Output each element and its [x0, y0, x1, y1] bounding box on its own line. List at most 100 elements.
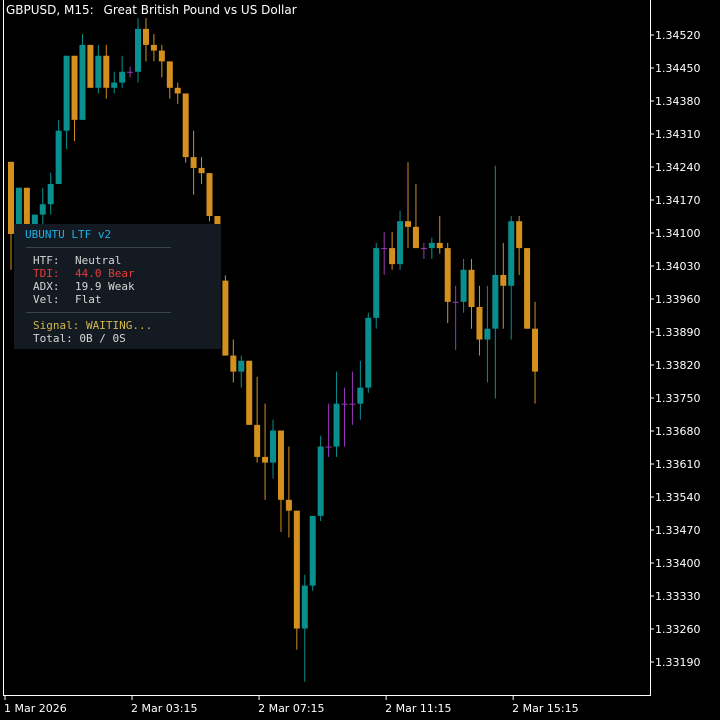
- candle-body: [230, 355, 237, 372]
- candle-body: [71, 55, 78, 120]
- y-tick-label: 1.34310: [655, 128, 701, 141]
- candle-body: [309, 515, 316, 586]
- candle: [397, 210, 404, 270]
- y-tick-label: 1.33610: [655, 458, 701, 471]
- y-tick-label: 1.33330: [655, 590, 701, 603]
- candle: [381, 232, 388, 275]
- candle: [349, 371, 356, 425]
- y-tick-label: 1.33820: [655, 359, 701, 372]
- candle: [63, 55, 70, 150]
- candle: [238, 355, 245, 388]
- candle-body: [95, 55, 102, 88]
- candle-body: [301, 585, 308, 629]
- candle: [8, 161, 14, 270]
- candle: [436, 216, 443, 254]
- candle-body: [238, 360, 245, 372]
- candle-body: [190, 157, 197, 168]
- candle: [325, 403, 332, 457]
- y-tick-label: 1.34240: [655, 161, 701, 174]
- candle-body: [142, 28, 149, 45]
- candle-body: [270, 430, 277, 463]
- candle-body: [150, 44, 157, 51]
- candle: [95, 44, 102, 94]
- candle-body: [222, 280, 229, 356]
- candle: [174, 82, 181, 104]
- candle: [254, 376, 261, 463]
- candle-body: [444, 248, 451, 302]
- candle-body: [55, 130, 62, 184]
- candle: [198, 157, 205, 184]
- candle-body: [127, 71, 134, 73]
- x-tick-label: 2 Mar 07:15: [258, 702, 324, 715]
- candle: [79, 34, 86, 120]
- candle: [357, 360, 364, 420]
- htf-value: Neutral: [75, 254, 122, 267]
- candle-body: [341, 403, 348, 405]
- candle: [309, 515, 316, 591]
- candle: [166, 61, 173, 99]
- candle: [230, 339, 237, 383]
- y-tick-label: 1.33470: [655, 524, 701, 537]
- trade-total: Total: 0B / 0S: [33, 332, 126, 345]
- candle: [206, 173, 213, 222]
- candle: [317, 435, 324, 522]
- candle: [476, 285, 483, 356]
- panel-title: UBUNTU LTF v2: [25, 228, 112, 241]
- y-tick-label: 1.33400: [655, 557, 701, 570]
- candle-body: [254, 424, 261, 457]
- candle: [262, 403, 269, 500]
- candle: [365, 312, 372, 393]
- candle-body: [198, 167, 205, 174]
- candle-body: [349, 403, 356, 405]
- symbol-label: GBPUSD, M15:: [6, 3, 94, 17]
- candle-body: [8, 161, 14, 234]
- candle-body: [476, 307, 483, 340]
- candle-body: [15, 187, 22, 234]
- y-tick-label: 1.34520: [655, 29, 701, 42]
- y-tick-label: 1.34450: [655, 62, 701, 75]
- indicator-panel: UBUNTU LTF v2 HTF: Neutral TDI: 44.0 Bea…: [14, 224, 221, 349]
- x-tick-label: 1 Mar 2026: [4, 702, 67, 715]
- candle-body: [381, 248, 388, 250]
- candle: [428, 237, 435, 259]
- candle: [71, 55, 78, 142]
- candle-body: [135, 28, 142, 72]
- candle: [293, 510, 300, 650]
- adx-value: 19.9 Weak: [75, 280, 135, 293]
- candle: [420, 242, 427, 259]
- candle-body: [325, 446, 332, 448]
- candle-body: [103, 55, 110, 88]
- candle: [222, 275, 229, 356]
- candle: [333, 371, 340, 457]
- chart-title: GBPUSD, M15: Great British Pound vs US D…: [6, 3, 297, 17]
- candle: [468, 258, 475, 329]
- x-tick-label: 2 Mar 03:15: [131, 702, 197, 715]
- candle-body: [277, 430, 284, 500]
- candle: [277, 430, 284, 532]
- candle-body: [119, 71, 126, 83]
- candle-body: [468, 269, 475, 308]
- candle-body: [174, 87, 181, 94]
- candle: [452, 285, 459, 350]
- candle-body: [460, 269, 467, 302]
- candle: [285, 446, 292, 538]
- candle-body: [492, 274, 499, 329]
- tdi-value: 44.0 Bear: [75, 267, 135, 280]
- candle-body: [206, 173, 213, 217]
- y-tick-label: 1.33680: [655, 425, 701, 438]
- candle: [246, 360, 253, 425]
- candle-body: [397, 221, 404, 265]
- candle: [532, 301, 539, 404]
- candle: [373, 242, 380, 329]
- candle: [158, 44, 165, 78]
- vel-label: Vel:: [33, 293, 60, 306]
- panel-divider: [26, 247, 171, 248]
- candle-body: [39, 204, 46, 215]
- candle: [87, 44, 94, 88]
- y-tick-label: 1.33190: [655, 656, 701, 669]
- candle: [508, 216, 515, 340]
- tdi-label: TDI:: [33, 267, 60, 280]
- candle: [111, 71, 118, 94]
- candle-body: [79, 44, 86, 120]
